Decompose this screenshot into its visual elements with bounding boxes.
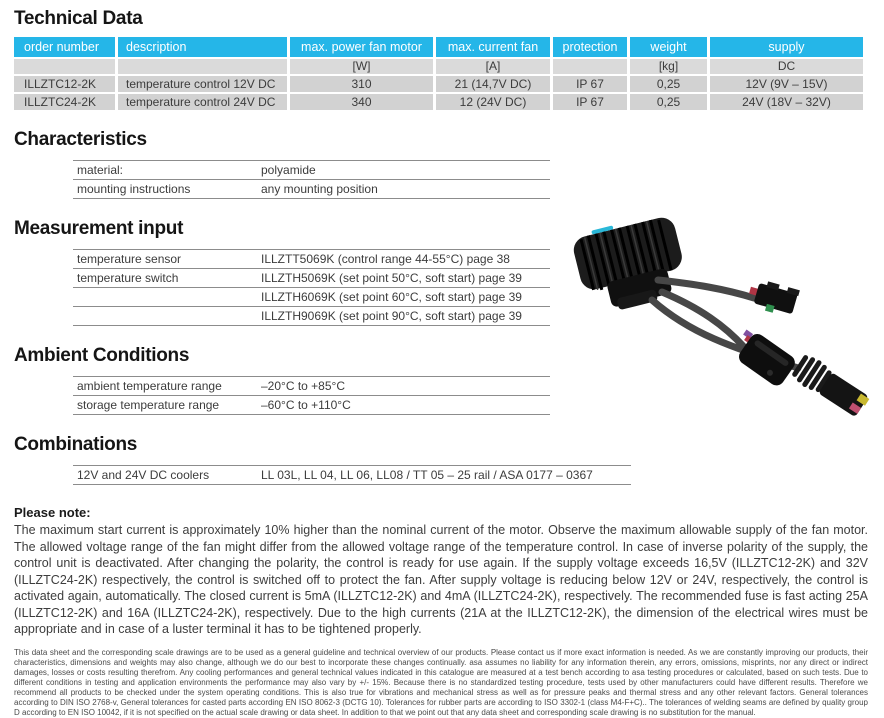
measurement-input-table: temperature sensor ILLZTT5069K (control … bbox=[73, 249, 550, 326]
please-note-body: The maximum start current is approximate… bbox=[14, 523, 868, 636]
section-title-combinations: Combinations bbox=[14, 434, 138, 455]
heatsink-body bbox=[573, 217, 682, 310]
section-title-characteristics: Characteristics bbox=[14, 129, 147, 150]
section-title-ambient-conditions: Ambient Conditions bbox=[14, 345, 190, 366]
spec-row-temperature-sensor: temperature sensor ILLZTT5069K (control … bbox=[73, 249, 550, 269]
spec-value: polyamide bbox=[261, 163, 316, 177]
table-cell-protection: IP 67 bbox=[553, 76, 627, 92]
characteristics-table: material: polyamide mounting instruction… bbox=[73, 160, 550, 199]
table-cell-description: temperature control 24V DC bbox=[118, 94, 287, 110]
table-cell-current: 12 (24V DC) bbox=[436, 94, 550, 110]
units-cell-ampere: [A] bbox=[436, 59, 550, 74]
spec-value: ILLZTH5069K (set point 50°C, soft start)… bbox=[261, 271, 522, 285]
page-title: Technical Data bbox=[14, 8, 143, 29]
big-connector bbox=[739, 329, 795, 386]
please-note-heading: Please note: bbox=[14, 505, 91, 520]
col-header-description: description bbox=[118, 37, 287, 57]
table-cell-description: temperature control 12V DC bbox=[118, 76, 287, 92]
strain-relief-boot bbox=[792, 355, 870, 416]
spec-label: temperature switch bbox=[77, 271, 179, 285]
legal-disclaimer-text: This data sheet and the corresponding sc… bbox=[14, 647, 868, 717]
technical-data-table: order number description max. power fan … bbox=[14, 37, 866, 110]
col-header-supply: supply bbox=[710, 37, 863, 57]
spec-value: ILLZTT5069K (control range 44-55°C) page… bbox=[261, 252, 510, 266]
table-cell-weight: 0,25 bbox=[630, 94, 707, 110]
spec-label: temperature sensor bbox=[77, 252, 182, 266]
product-photo bbox=[573, 217, 870, 416]
col-header-protection: protection bbox=[553, 37, 627, 57]
combinations-table: 12V and 24V DC coolers LL 03L, LL 04, LL… bbox=[73, 465, 631, 485]
spec-value: –20°C to +85°C bbox=[261, 379, 345, 393]
spec-label: mounting instructions bbox=[77, 182, 191, 196]
units-cell-kg: [kg] bbox=[630, 59, 707, 74]
spec-value: –60°C to +110°C bbox=[261, 398, 351, 412]
spec-row-storage-range: storage temperature range –60°C to +110°… bbox=[73, 396, 550, 415]
table-cell-power: 310 bbox=[290, 76, 433, 92]
section-title-measurement-input: Measurement input bbox=[14, 218, 184, 239]
table-cell-order-number: ILLZTC12-2K bbox=[14, 76, 115, 92]
spec-row-temperature-switch: ILLZTH9069K (set point 90°C, soft start)… bbox=[73, 307, 550, 326]
spec-value: any mounting position bbox=[261, 182, 378, 196]
spec-label: 12V and 24V DC coolers bbox=[77, 468, 210, 482]
spec-value: ILLZTH9069K (set point 90°C, soft start)… bbox=[261, 309, 522, 323]
spec-label: material: bbox=[77, 163, 124, 177]
spec-row-ambient-range: ambient temperature range –20°C to +85°C bbox=[73, 376, 550, 396]
table-cell-protection: IP 67 bbox=[553, 94, 627, 110]
small-connector bbox=[749, 281, 800, 314]
units-cell bbox=[118, 59, 287, 74]
spec-row-coolers: 12V and 24V DC coolers LL 03L, LL 04, LL… bbox=[73, 465, 631, 485]
spec-label: storage temperature range bbox=[77, 398, 220, 412]
units-cell-watt: [W] bbox=[290, 59, 433, 74]
table-cell-supply: 24V (18V – 32V) bbox=[710, 94, 863, 110]
units-cell bbox=[553, 59, 627, 74]
table-cell-current: 21 (14,7V DC) bbox=[436, 76, 550, 92]
spec-label bbox=[77, 290, 261, 304]
spec-row-temperature-switch: temperature switch ILLZTH5069K (set poin… bbox=[73, 269, 550, 288]
table-cell-power: 340 bbox=[290, 94, 433, 110]
ambient-conditions-table: ambient temperature range –20°C to +85°C… bbox=[73, 376, 550, 415]
col-header-max-current: max. current fan bbox=[436, 37, 550, 57]
col-header-order-number: order number bbox=[14, 37, 115, 57]
units-cell-dc: DC bbox=[710, 59, 863, 74]
spec-row-temperature-switch: ILLZTH6069K (set point 60°C, soft start)… bbox=[73, 288, 550, 307]
col-header-weight: weight bbox=[630, 37, 707, 57]
spec-label: ambient temperature range bbox=[77, 379, 222, 393]
table-cell-order-number: ILLZTC24-2K bbox=[14, 94, 115, 110]
spec-label bbox=[77, 309, 261, 323]
table-cell-weight: 0,25 bbox=[630, 76, 707, 92]
units-cell bbox=[14, 59, 115, 74]
spec-row-material: material: polyamide bbox=[73, 160, 550, 180]
col-header-max-power: max. power fan motor bbox=[290, 37, 433, 57]
spec-row-mounting: mounting instructions any mounting posit… bbox=[73, 180, 550, 199]
spec-value: LL 03L, LL 04, LL 06, LL08 / TT 05 – 25 … bbox=[261, 468, 593, 482]
table-cell-supply: 12V (9V – 15V) bbox=[710, 76, 863, 92]
spec-value: ILLZTH6069K (set point 60°C, soft start)… bbox=[261, 290, 522, 304]
